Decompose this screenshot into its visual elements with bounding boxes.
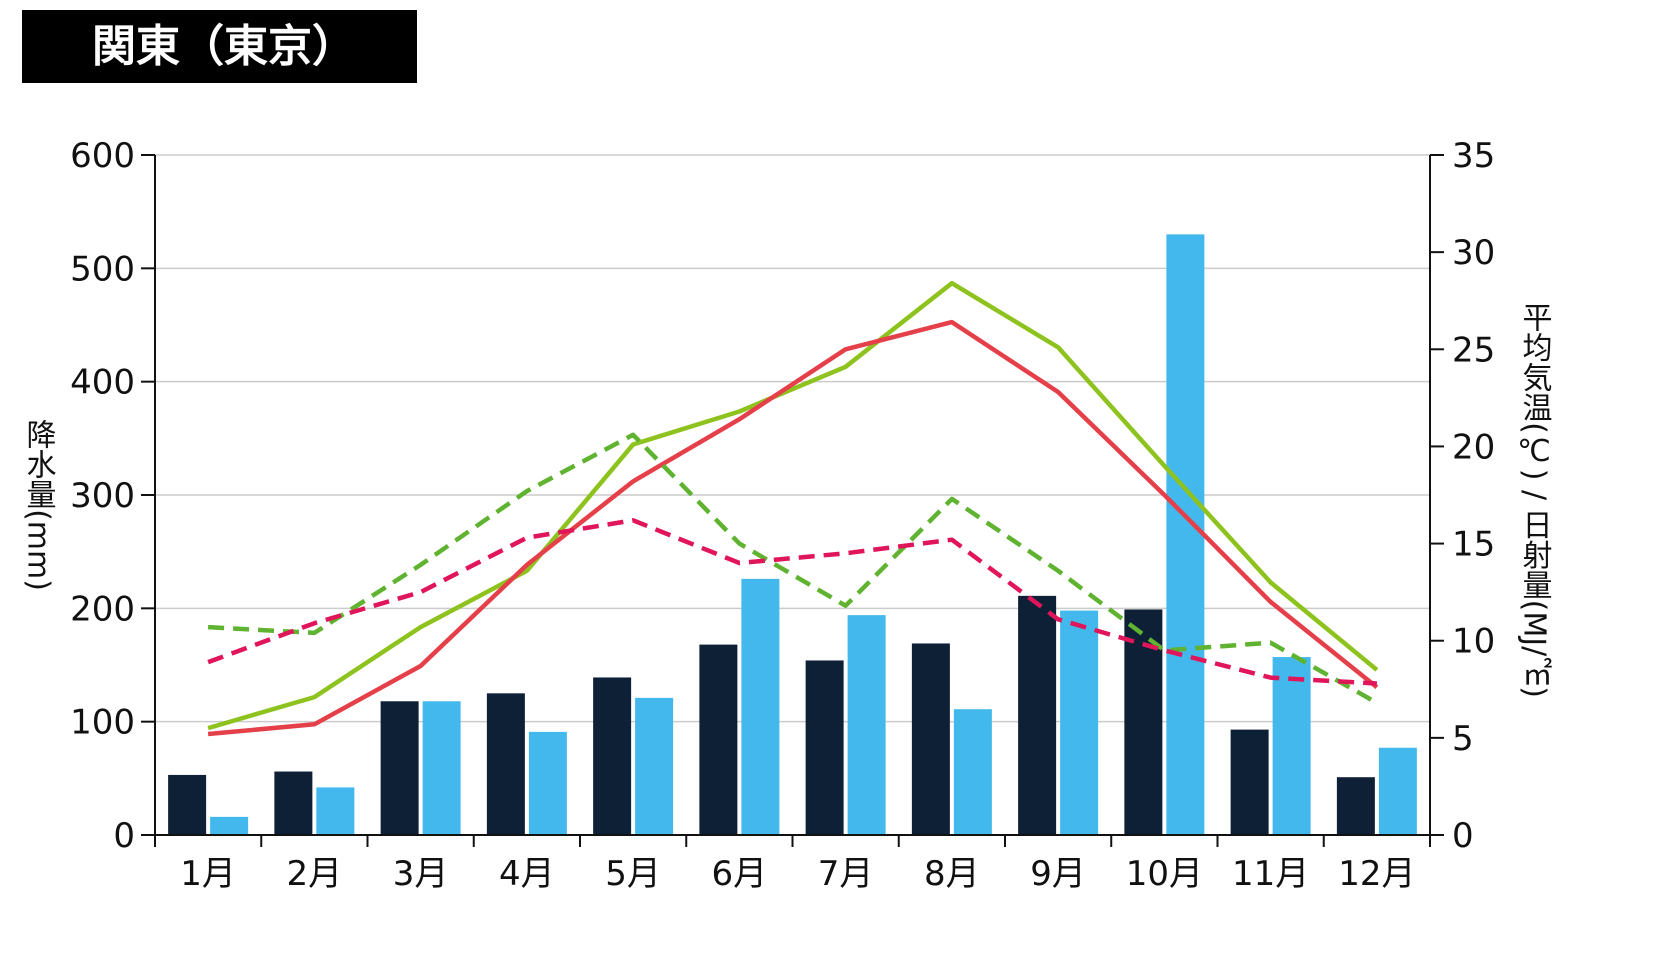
x-tick-label: 2月 xyxy=(287,854,343,894)
bar xyxy=(422,701,461,835)
right-tick-label: 15 xyxy=(1452,525,1495,565)
bar xyxy=(316,787,355,835)
line-series xyxy=(207,518,1378,686)
chart-title: 関東（東京） xyxy=(22,10,417,83)
axes xyxy=(141,154,1444,847)
right-tick-label: 25 xyxy=(1452,330,1495,370)
bar xyxy=(953,709,992,835)
line-series xyxy=(207,432,1379,705)
left-tick-label: 200 xyxy=(70,589,135,629)
bar xyxy=(486,693,525,835)
left-tick-label: 500 xyxy=(70,249,135,289)
bar-group xyxy=(168,234,1417,836)
bar xyxy=(911,643,950,835)
right-tick-label: 35 xyxy=(1452,136,1495,176)
bar xyxy=(168,774,207,835)
x-tick-label: 1月 xyxy=(180,854,236,894)
right-tick-label: 30 xyxy=(1452,233,1495,273)
right-tick-label: 5 xyxy=(1452,719,1474,759)
left-axis-label: 降水量(mm) xyxy=(21,419,56,591)
left-tick-label: 600 xyxy=(70,136,135,176)
right-axis-label: 平均気温(℃) / 日射量(MJ/㎡) xyxy=(1517,302,1553,698)
line-series xyxy=(207,319,1379,737)
bar xyxy=(1378,747,1417,835)
left-tick-label: 400 xyxy=(70,363,135,403)
bar xyxy=(635,697,674,835)
x-tick-label: 11月 xyxy=(1232,854,1309,894)
x-tick-label: 12月 xyxy=(1338,854,1415,894)
left-tick-label: 100 xyxy=(70,703,135,743)
right-tick-label: 0 xyxy=(1452,816,1474,856)
x-tick-label: 6月 xyxy=(712,854,768,894)
bar xyxy=(528,731,567,835)
x-tick-label: 3月 xyxy=(393,854,449,894)
axis-labels: 0 100 200 300 400 500 600 0 5 10 15 20 25 30 35 1月 2月 3月 4… xyxy=(21,136,1553,894)
x-tick-label: 4月 xyxy=(499,854,555,894)
x-tick-label: 9月 xyxy=(1030,854,1086,894)
bar xyxy=(1166,234,1205,836)
left-tick-label: 0 xyxy=(113,816,135,856)
bar xyxy=(210,816,249,835)
bar xyxy=(847,615,886,835)
bar xyxy=(1060,610,1099,835)
bar xyxy=(1018,595,1057,835)
line-series xyxy=(207,280,1379,731)
right-tick-label: 10 xyxy=(1452,622,1495,662)
bar xyxy=(805,660,844,835)
x-tick-label: 7月 xyxy=(818,854,874,894)
bar xyxy=(274,771,313,835)
bar xyxy=(1230,729,1269,835)
bar xyxy=(380,701,419,835)
bar xyxy=(1336,777,1375,835)
line-group xyxy=(207,280,1379,737)
bar xyxy=(593,677,632,835)
x-tick-label: 5月 xyxy=(605,854,661,894)
x-tick-label: 10月 xyxy=(1126,854,1203,894)
bar xyxy=(699,644,738,835)
bar xyxy=(1272,657,1311,835)
left-tick-label: 300 xyxy=(70,476,135,516)
right-tick-label: 20 xyxy=(1452,427,1495,467)
x-tick-label: 8月 xyxy=(924,854,980,894)
bar xyxy=(741,578,780,835)
